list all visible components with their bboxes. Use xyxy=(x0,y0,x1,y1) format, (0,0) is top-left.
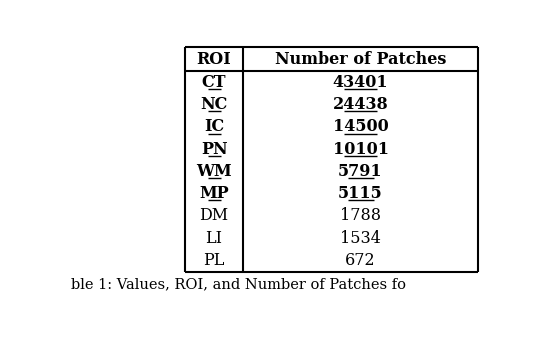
Text: NC: NC xyxy=(200,96,228,113)
Text: 672: 672 xyxy=(345,252,376,269)
Text: 24438: 24438 xyxy=(333,96,388,113)
Text: 1534: 1534 xyxy=(340,230,381,247)
Text: ROI: ROI xyxy=(197,51,232,68)
Text: MP: MP xyxy=(199,185,229,202)
Text: 5115: 5115 xyxy=(338,185,383,202)
Text: 5791: 5791 xyxy=(338,163,383,180)
Text: 1788: 1788 xyxy=(340,208,381,224)
Text: IC: IC xyxy=(204,119,224,136)
Text: PL: PL xyxy=(204,252,225,269)
Text: ble 1: Values, ROI, and Number of Patches fo: ble 1: Values, ROI, and Number of Patche… xyxy=(71,277,406,291)
Text: CT: CT xyxy=(202,74,226,91)
Text: DM: DM xyxy=(200,208,229,224)
Text: Number of Patches: Number of Patches xyxy=(275,51,446,68)
Text: 14500: 14500 xyxy=(333,119,388,136)
Text: 10101: 10101 xyxy=(333,141,388,158)
Text: LI: LI xyxy=(206,230,223,247)
Text: 43401: 43401 xyxy=(333,74,388,91)
Text: WM: WM xyxy=(196,163,232,180)
Text: PN: PN xyxy=(201,141,227,158)
